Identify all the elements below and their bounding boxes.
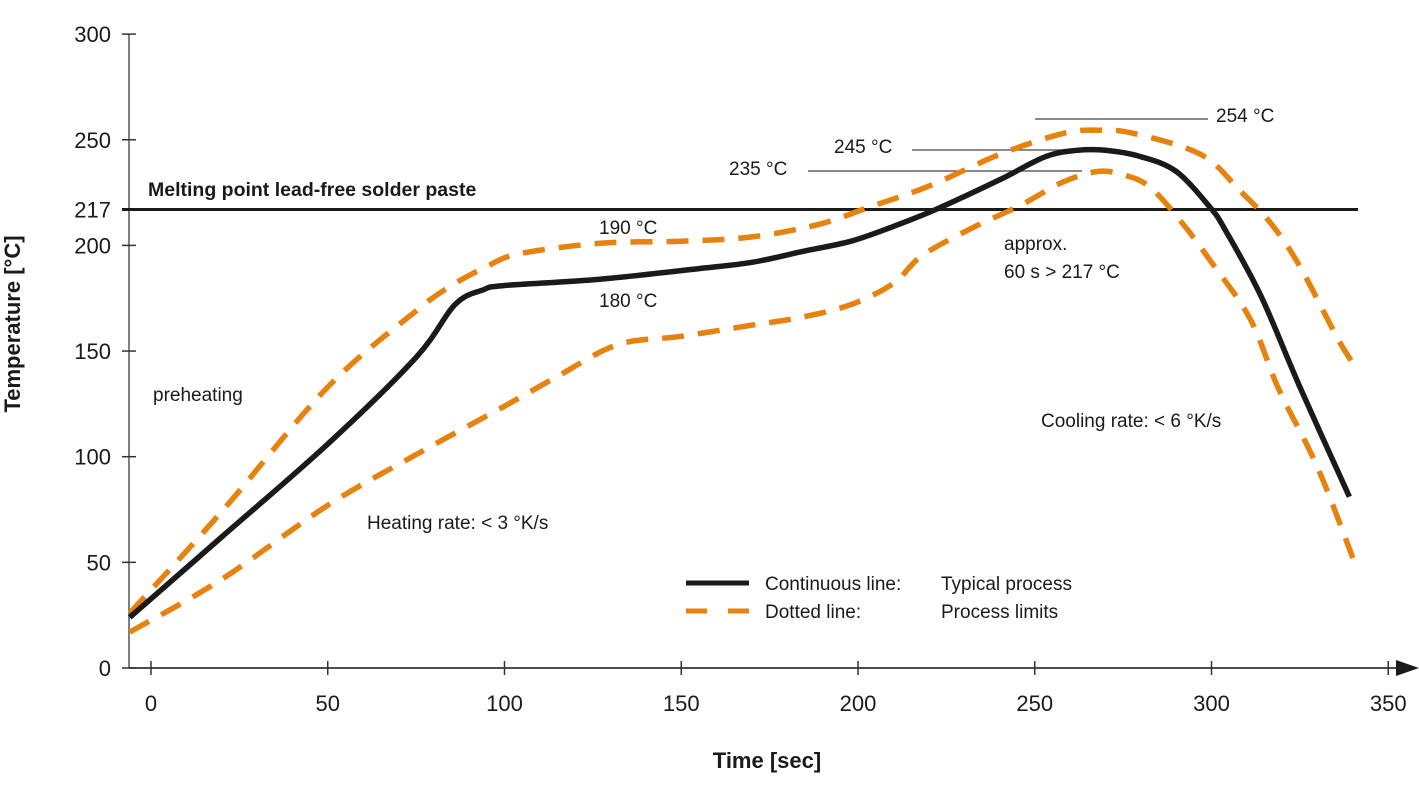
legend-value-solid: Typical process — [941, 574, 1072, 595]
y-tick-label: 100 — [74, 445, 111, 470]
legend-key-solid: Continuous line: — [765, 574, 901, 595]
x-tick-label: 350 — [1370, 691, 1407, 716]
y-tick-label: 50 — [87, 550, 111, 575]
y-ticks: 0 50 100 150 200 217 250 300 — [74, 22, 136, 681]
x-ticks: 0 50 100 150 200 250 300 350 — [145, 661, 1407, 716]
annotation-preheating: preheating — [153, 385, 243, 406]
annotation-cooling-rate: Cooling rate: < 6 °K/s — [1041, 411, 1221, 432]
annotation-above-liquidus-line2: 60 s > 217 °C — [1004, 262, 1120, 283]
y-tick-label: 300 — [74, 22, 111, 47]
x-tick-label: 50 — [316, 691, 340, 716]
legend: Continuous line: Typical process Dotted … — [686, 574, 1072, 623]
annotation-plateau-lower: 180 °C — [599, 291, 657, 312]
y-tick-label: 0 — [99, 656, 111, 681]
annotation-plateau-upper: 190 °C — [599, 218, 657, 239]
peak-leader-lines — [808, 118, 1208, 172]
series-line-process-limit-lower — [128, 168, 1356, 635]
annotations: 254 °C 245 °C 235 °C 190 °C 180 °C prehe… — [153, 106, 1274, 534]
x-tick-label: 100 — [486, 691, 523, 716]
series-line-typical-process — [127, 146, 1352, 620]
y-tick-label: 250 — [74, 128, 111, 153]
annotation-above-liquidus-line1: approx. — [1004, 234, 1067, 255]
annotation-peak-typical: 245 °C — [834, 137, 892, 158]
series-layer — [127, 127, 1359, 635]
series-line-process-limit-upper — [127, 127, 1359, 615]
y-tick-label: 150 — [74, 339, 111, 364]
x-tick-label: 150 — [663, 691, 700, 716]
annotation-peak-lower: 235 °C — [729, 159, 787, 180]
x-axis-arrow-icon — [1396, 660, 1419, 676]
x-tick-label: 250 — [1016, 691, 1053, 716]
y-tick-label: 200 — [74, 233, 111, 258]
legend-key-dashed: Dotted line: — [765, 602, 861, 623]
y-tick-label: 217 — [74, 197, 111, 222]
x-tick-label: 0 — [145, 691, 157, 716]
annotation-heating-rate: Heating rate: < 3 °K/s — [367, 513, 548, 534]
melting-point-reference: Melting point lead-free solder paste — [122, 179, 1358, 211]
y-axis-label: Temperature [°C] — [0, 235, 25, 412]
annotation-peak-upper: 254 °C — [1216, 106, 1274, 127]
melting-point-label: Melting point lead-free solder paste — [148, 179, 476, 201]
x-tick-label: 200 — [840, 691, 877, 716]
x-tick-label: 300 — [1193, 691, 1230, 716]
x-axis-label: Time [sec] — [713, 748, 821, 773]
legend-value-dashed: Process limits — [941, 602, 1058, 623]
